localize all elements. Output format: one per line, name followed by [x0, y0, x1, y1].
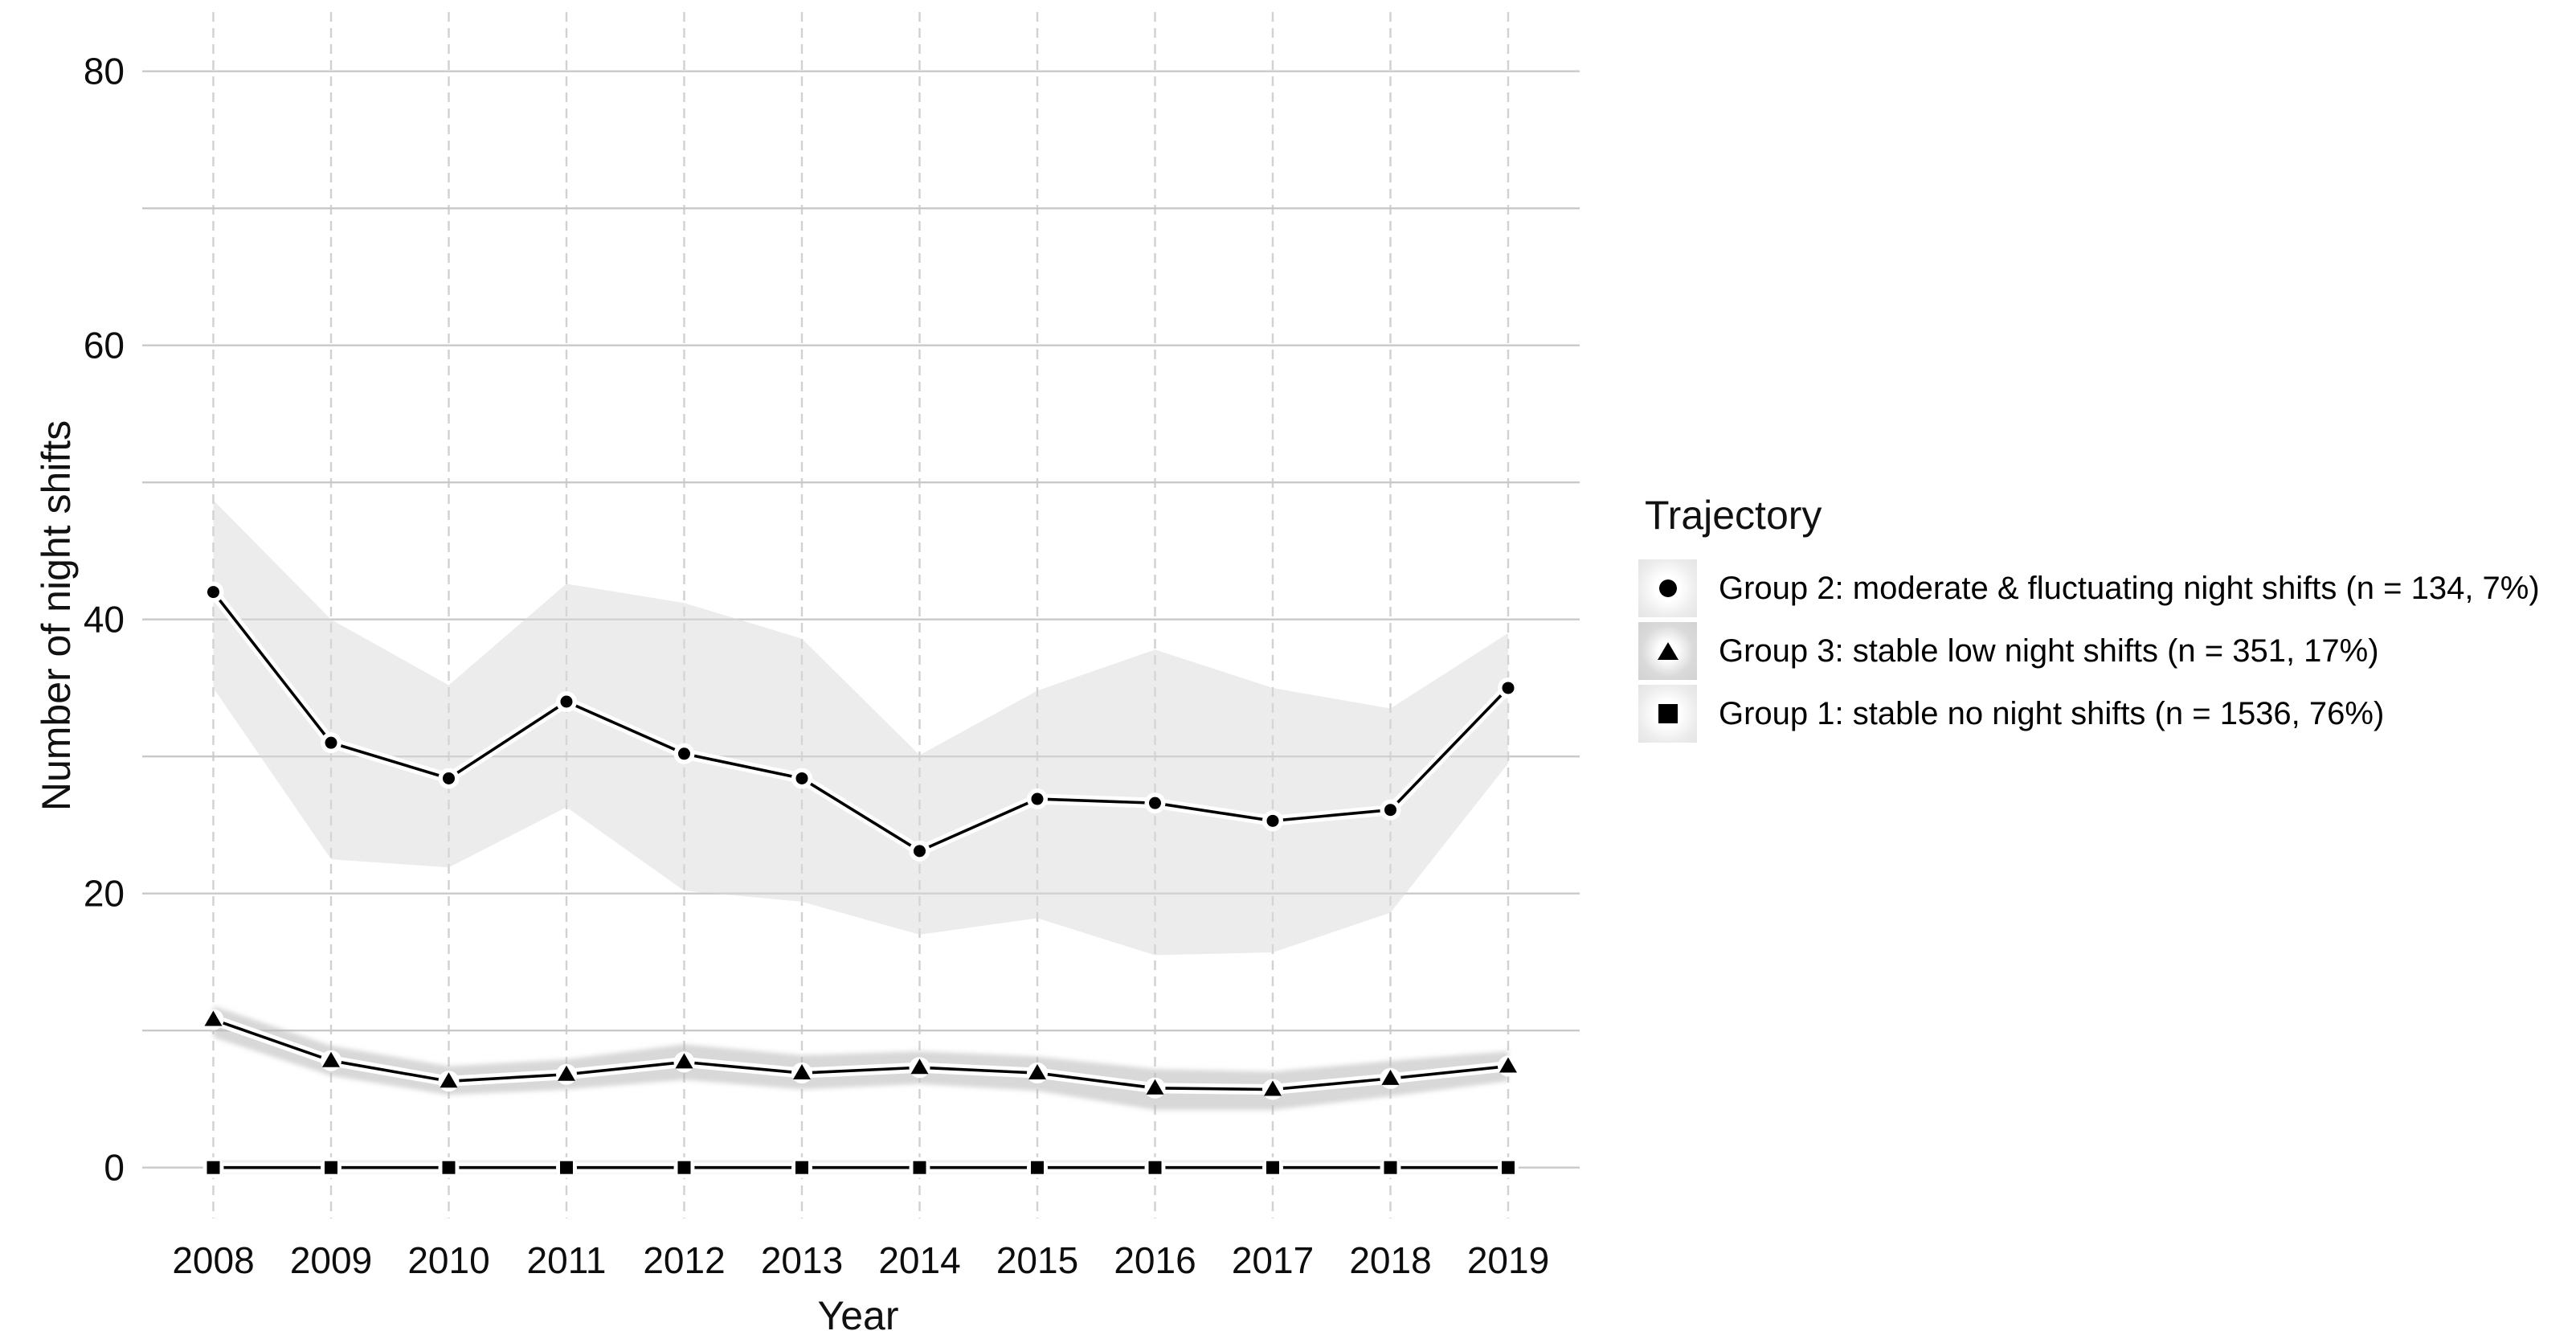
- data-point-triangle: [1028, 1064, 1046, 1080]
- data-point-triangle: [1381, 1069, 1400, 1085]
- x-tick-label: 2015: [996, 1239, 1078, 1281]
- x-axis-title: Year: [817, 1293, 899, 1338]
- data-point-square: [1502, 1161, 1515, 1174]
- data-point-triangle: [204, 1010, 223, 1026]
- legend-title: Trajectory: [1645, 493, 1822, 538]
- data-point-triangle: [322, 1051, 340, 1067]
- legend-key-group2: [1638, 559, 1697, 617]
- x-tick-label: 2010: [407, 1239, 489, 1281]
- triangle-icon: [1657, 642, 1678, 660]
- data-point-triangle: [1499, 1057, 1517, 1073]
- data-point-circle: [325, 736, 337, 749]
- data-point-square: [1148, 1161, 1162, 1174]
- x-tick-label: 2011: [527, 1239, 607, 1281]
- x-tick-label: 2014: [878, 1239, 960, 1281]
- data-point-circle: [443, 772, 455, 784]
- data-point-square: [913, 1161, 926, 1174]
- data-point-triangle: [440, 1072, 458, 1088]
- data-point-circle: [1266, 814, 1279, 827]
- ribbon-group3: [213, 1005, 1508, 1111]
- data-point-square: [677, 1161, 691, 1174]
- data-point-circle: [1149, 796, 1161, 809]
- y-tick-label: 60: [84, 325, 125, 366]
- data-point-square: [442, 1161, 456, 1174]
- data-point-circle: [678, 747, 690, 760]
- data-point-square: [1384, 1161, 1397, 1174]
- data-point-triangle: [558, 1065, 575, 1081]
- x-tick-label: 2013: [761, 1239, 843, 1281]
- x-tick-label: 2009: [290, 1239, 372, 1281]
- x-tick-label: 2016: [1114, 1239, 1196, 1281]
- legend-item-group3: Group 3: stable low night shifts (n = 35…: [1638, 622, 2570, 680]
- legend: Trajectory Group 2: moderate & fluctuati…: [1638, 492, 2570, 747]
- series-line-group2: [212, 591, 1510, 853]
- y-tick-label: 80: [84, 51, 125, 92]
- data-point-circle: [1384, 804, 1396, 817]
- series-line-group3: [212, 1018, 1509, 1091]
- legend-item-label: Group 2: moderate & fluctuating night sh…: [1719, 570, 2540, 606]
- circle-icon: [1658, 579, 1677, 597]
- legend-key-group1: [1638, 685, 1697, 743]
- data-point-triangle: [1264, 1080, 1282, 1096]
- data-point-circle: [1031, 792, 1044, 805]
- data-point-square: [560, 1161, 573, 1174]
- ribbon-group2: [213, 500, 1508, 956]
- y-tick-label: 20: [84, 873, 125, 915]
- x-tick-label: 2018: [1349, 1239, 1431, 1281]
- data-point-circle: [560, 695, 573, 708]
- data-point-circle: [914, 845, 926, 858]
- legend-item-label: Group 1: stable no night shifts (n = 153…: [1719, 695, 2385, 731]
- legend-item-group2: Group 2: moderate & fluctuating night sh…: [1638, 559, 2570, 617]
- x-tick-label: 2008: [172, 1239, 254, 1281]
- x-tick-label: 2012: [643, 1239, 725, 1281]
- data-point-circle: [207, 586, 219, 599]
- data-point-square: [325, 1161, 337, 1174]
- data-point-square: [1266, 1161, 1279, 1174]
- data-point-triangle: [675, 1053, 693, 1069]
- legend-item-label: Group 3: stable low night shifts (n = 35…: [1719, 633, 2379, 669]
- data-point-triangle: [793, 1064, 811, 1080]
- data-point-square: [795, 1161, 808, 1174]
- y-axis-title: Number of night shifts: [34, 420, 79, 812]
- data-point-square: [206, 1161, 220, 1174]
- square-icon: [1658, 704, 1678, 723]
- data-point-triangle: [910, 1059, 929, 1075]
- legend-item-group1: Group 1: stable no night shifts (n = 153…: [1638, 685, 2570, 743]
- data-point-circle: [795, 772, 808, 784]
- legend-key-group3: [1638, 622, 1697, 680]
- data-point-circle: [1502, 682, 1515, 694]
- data-point-square: [1031, 1161, 1044, 1174]
- data-point-triangle: [1146, 1079, 1164, 1095]
- x-tick-label: 2017: [1232, 1239, 1314, 1281]
- y-tick-label: 40: [84, 599, 125, 641]
- x-tick-label: 2019: [1467, 1239, 1549, 1281]
- y-tick-label: 0: [104, 1147, 125, 1189]
